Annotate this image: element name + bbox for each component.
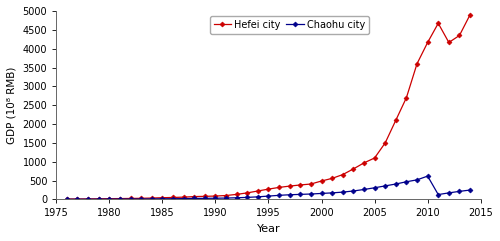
Hefei city	[393, 119, 399, 122]
Chaohu city	[456, 190, 462, 193]
Hefei city	[382, 141, 388, 144]
Hefei city	[361, 161, 367, 164]
Chaohu city	[467, 189, 473, 192]
Chaohu city	[329, 191, 335, 194]
Line: Chaohu city: Chaohu city	[65, 174, 472, 201]
Hefei city	[340, 173, 345, 176]
Chaohu city	[212, 197, 218, 200]
Chaohu city	[255, 195, 261, 198]
Hefei city	[117, 197, 123, 200]
Hefei city	[404, 96, 409, 99]
Hefei city	[170, 196, 176, 199]
Chaohu city	[160, 197, 166, 200]
Chaohu city	[170, 197, 176, 200]
Chaohu city	[393, 183, 399, 186]
Hefei city	[266, 188, 272, 191]
Y-axis label: GDP (10⁸ RMB): GDP (10⁸ RMB)	[7, 67, 17, 144]
Hefei city	[96, 197, 102, 200]
Chaohu city	[424, 175, 430, 178]
Chaohu city	[372, 186, 378, 189]
Chaohu city	[382, 184, 388, 187]
Chaohu city	[128, 198, 134, 201]
Hefei city	[276, 186, 282, 189]
Chaohu city	[74, 198, 80, 201]
Hefei city	[212, 194, 218, 197]
Hefei city	[244, 191, 250, 194]
Chaohu city	[414, 178, 420, 181]
Hefei city	[308, 183, 314, 186]
Chaohu city	[96, 198, 102, 201]
Chaohu city	[361, 188, 367, 191]
Chaohu city	[117, 198, 123, 201]
Chaohu city	[298, 193, 304, 196]
Chaohu city	[266, 195, 272, 198]
Hefei city	[180, 196, 186, 199]
Hefei city	[202, 195, 208, 198]
Chaohu city	[340, 191, 345, 194]
Hefei city	[372, 157, 378, 160]
Hefei city	[298, 183, 304, 186]
Hefei city	[350, 167, 356, 170]
Chaohu city	[318, 192, 324, 195]
Hefei city	[149, 197, 155, 200]
Line: Hefei city: Hefei city	[65, 13, 472, 201]
Hefei city	[234, 193, 239, 196]
Chaohu city	[202, 197, 208, 200]
Hefei city	[138, 197, 144, 200]
Hefei city	[74, 197, 80, 200]
Chaohu city	[223, 197, 229, 200]
Hefei city	[255, 189, 261, 192]
Legend: Hefei city, Chaohu city: Hefei city, Chaohu city	[210, 16, 368, 33]
Hefei city	[424, 41, 430, 44]
Chaohu city	[85, 198, 91, 201]
Chaohu city	[64, 198, 70, 201]
Hefei city	[191, 195, 197, 198]
Hefei city	[467, 13, 473, 16]
Hefei city	[160, 196, 166, 199]
Chaohu city	[138, 198, 144, 201]
Hefei city	[318, 180, 324, 182]
Chaohu city	[244, 196, 250, 199]
Hefei city	[64, 198, 70, 201]
Hefei city	[223, 194, 229, 197]
Hefei city	[106, 197, 112, 200]
Chaohu city	[149, 197, 155, 200]
Chaohu city	[191, 197, 197, 200]
Hefei city	[446, 41, 452, 44]
Hefei city	[85, 197, 91, 200]
Hefei city	[456, 34, 462, 37]
Chaohu city	[435, 193, 441, 196]
Chaohu city	[308, 193, 314, 195]
Chaohu city	[276, 194, 282, 197]
Chaohu city	[446, 191, 452, 194]
Chaohu city	[286, 193, 292, 196]
Hefei city	[128, 197, 134, 200]
Hefei city	[435, 22, 441, 25]
Chaohu city	[350, 189, 356, 192]
Chaohu city	[234, 196, 239, 199]
Hefei city	[286, 185, 292, 187]
Chaohu city	[180, 197, 186, 200]
X-axis label: Year: Year	[256, 224, 280, 234]
Chaohu city	[106, 198, 112, 201]
Hefei city	[329, 177, 335, 180]
Hefei city	[414, 62, 420, 65]
Chaohu city	[404, 180, 409, 183]
